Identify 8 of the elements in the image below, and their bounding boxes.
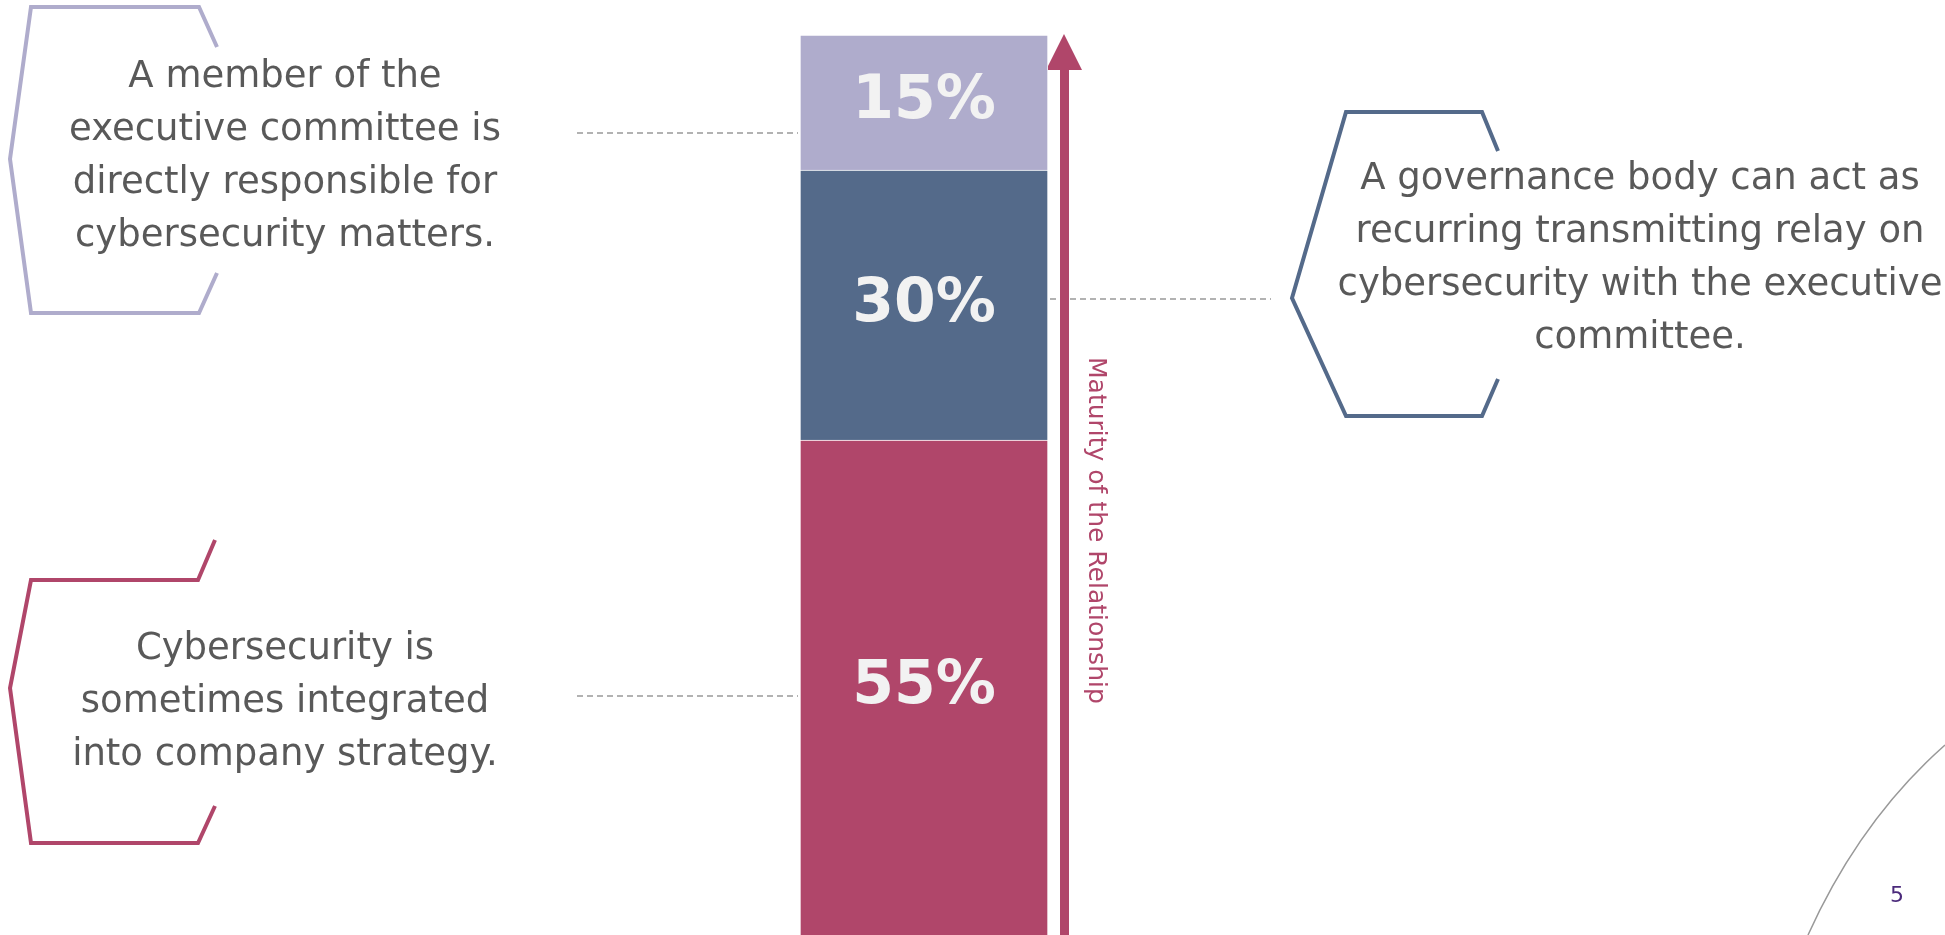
text: 5 (1890, 882, 1904, 907)
data-label: 15% (852, 62, 996, 133)
data-label: 30% (852, 264, 996, 335)
text: A governance body can act as recurring transmitting relay on cybersecurity with the executive committee. (1336, 154, 1944, 359)
text: Cybersecurity is sometimes integrated into company strategy. (71, 624, 499, 776)
text: A member of the executive committee is directly responsible for cybersecurity matters. (68, 52, 502, 257)
data-label: 55% (852, 647, 996, 718)
text: Maturity of the Relationship (1081, 355, 1113, 706)
